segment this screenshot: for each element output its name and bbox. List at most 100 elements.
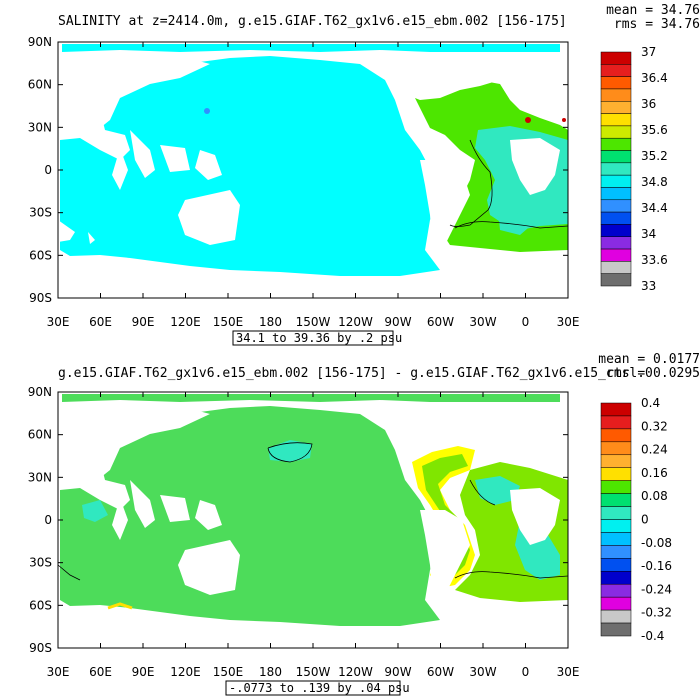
panel-2-lon-axis: 30E 60E 90E 120E 150E 180 150W 120W 90W 60W 30W 0 30… — [47, 392, 580, 679]
colorbar-swatch — [600, 113, 632, 127]
colorbar-swatch — [600, 150, 632, 164]
colorbar-swatch — [600, 187, 632, 201]
colorbar-swatch — [600, 137, 632, 151]
lat-tick-label: 30S — [29, 556, 52, 570]
colorbar-swatch — [600, 571, 632, 585]
colorbar-swatch — [600, 224, 632, 237]
lon-tick-label: 30W — [469, 665, 496, 679]
lat-tick-label: 90N — [28, 35, 52, 49]
colorbar-swatch — [600, 545, 632, 559]
lon-tick-label: 30E — [47, 315, 70, 329]
colorbar-swatch — [600, 199, 632, 213]
panel-1-range-label: 34.1 to 39.36 by .2 psu — [236, 331, 402, 345]
panel-2-mean: mean = 0.0177 — [598, 352, 700, 367]
panel-2-map — [57, 391, 569, 649]
colorbar-swatch — [600, 125, 632, 139]
lon-tick-label: 90W — [384, 665, 411, 679]
lat-tick-label: 90S — [29, 291, 52, 305]
colorbar-swatch — [600, 273, 632, 287]
lon-tick-label: 180 — [259, 665, 282, 679]
lon-tick-label: 90E — [132, 665, 155, 679]
colorbar-swatch — [600, 101, 632, 114]
panel-1-map — [57, 41, 569, 299]
colorbar-swatch — [600, 162, 632, 176]
lat-tick-label: 30N — [28, 470, 52, 484]
colorbar-swatch — [600, 506, 632, 520]
lon-tick-label: 30E — [47, 665, 70, 679]
colorbar-swatch — [600, 583, 632, 598]
panel-1-lon-axis: 30E 60E 90E 120E 150E 180 150W 120W 90W 60W 30W 0 30… — [47, 42, 580, 329]
lon-tick-label: 30E — [557, 315, 580, 329]
colorbar-swatch — [600, 236, 632, 250]
lat-tick-label: 0 — [44, 513, 52, 527]
colorbar-label: -0.16 — [641, 559, 672, 573]
panel-2-range-label: -.0773 to .139 by .04 psu — [229, 681, 410, 695]
lon-tick-label: 30E — [557, 665, 580, 679]
lon-tick-label: 180 — [259, 315, 282, 329]
colorbar-swatch — [600, 493, 632, 507]
colorbar-swatch — [600, 441, 632, 456]
panel-1-colorbar: 37 36.4 36 35.6 35.2 34.8 34.4 34 33.6 33 — [600, 45, 668, 293]
colorbar-label: 33 — [641, 279, 656, 293]
colorbar-label: 36 — [641, 97, 656, 111]
panel-1-title: SALINITY at z=2414.0m, g.e15.GIAF.T62_gx… — [58, 14, 567, 29]
panel-1-mean: mean = 34.76 — [606, 3, 700, 18]
colorbar-label: 37 — [641, 45, 656, 59]
panel-salinity: SALINITY at z=2414.0m, g.e15.GIAF.T62_gx… — [28, 3, 700, 346]
colorbar-swatch — [600, 596, 632, 611]
colorbar-label: 0.08 — [641, 489, 668, 503]
lon-tick-label: 150E — [213, 315, 244, 329]
panel-2-colorbar: 0.4 0.32 0.24 0.16 0.08 0 -0.08 -0.16 -0.24 -0.32… — [600, 396, 672, 643]
colorbar-swatch — [600, 428, 632, 443]
panel-2-lat-axis: 90N 60N 30N 0 30S 60S 90S — [28, 385, 568, 655]
lat-tick-label: 30S — [29, 206, 52, 220]
lat-tick-label: 60N — [28, 78, 52, 92]
colorbar-swatch — [600, 454, 632, 468]
colorbar-label: 0.16 — [641, 466, 668, 480]
panel-1-range-box — [232, 330, 394, 346]
colorbar-label: 36.4 — [641, 71, 668, 85]
lon-tick-label: 120E — [170, 665, 201, 679]
colorbar-swatch — [600, 211, 632, 225]
colorbar-label: 35.2 — [641, 149, 668, 163]
colorbar-swatch — [600, 519, 632, 533]
colorbar-swatch — [600, 248, 632, 262]
lon-tick-label: 0 — [522, 315, 530, 329]
lat-tick-label: 60S — [29, 248, 52, 262]
lat-tick-label: 60S — [29, 598, 52, 612]
colorbar-label: 0.32 — [641, 419, 668, 433]
lat-tick-label: 0 — [44, 163, 52, 177]
panel-2-title: g.e15.GIAF.T62_gx1v6.e15_ebm.002 [156-17… — [58, 366, 653, 381]
colorbar-label: 34 — [641, 227, 656, 241]
lon-tick-label: 120W — [338, 315, 373, 329]
colorbar-label: -0.32 — [641, 606, 672, 620]
lon-tick-label: 0 — [522, 665, 530, 679]
panel-2-ocean-field — [60, 394, 560, 626]
colorbar-label: -0.08 — [641, 536, 672, 550]
colorbar-swatch — [600, 261, 632, 274]
colorbar-label: 0.4 — [641, 396, 660, 410]
colorbar-label: 35.6 — [641, 123, 668, 137]
colorbar-label: 33.6 — [641, 253, 668, 267]
colorbar-swatch — [600, 467, 632, 481]
lon-tick-label: 150W — [296, 665, 331, 679]
panel-1-lat-axis: 90N 60N 30N 0 30S 60S 90S — [28, 35, 568, 305]
colorbar-label: 34.8 — [641, 175, 668, 189]
lat-tick-label: 90N — [28, 385, 52, 399]
colorbar-label: 0 — [641, 513, 649, 527]
panel-2-range-box — [225, 680, 401, 696]
lat-tick-label: 90S — [29, 641, 52, 655]
colorbar-swatch — [600, 64, 632, 77]
panel-difference: g.e15.GIAF.T62_gx1v6.e15_ebm.002 [156-17… — [28, 352, 700, 696]
lon-tick-label: 30W — [469, 315, 496, 329]
colorbar-swatch — [600, 76, 632, 90]
lon-tick-label: 90E — [132, 315, 155, 329]
colorbar-label: -0.24 — [641, 582, 672, 596]
panel-2-land — [58, 402, 568, 648]
panel-1-rms: rms = 34.76 — [614, 17, 700, 32]
lon-tick-label: 60W — [427, 665, 454, 679]
colorbar-swatch — [600, 174, 632, 188]
colorbar-swatch — [600, 480, 632, 494]
colorbar-swatch — [600, 532, 632, 546]
